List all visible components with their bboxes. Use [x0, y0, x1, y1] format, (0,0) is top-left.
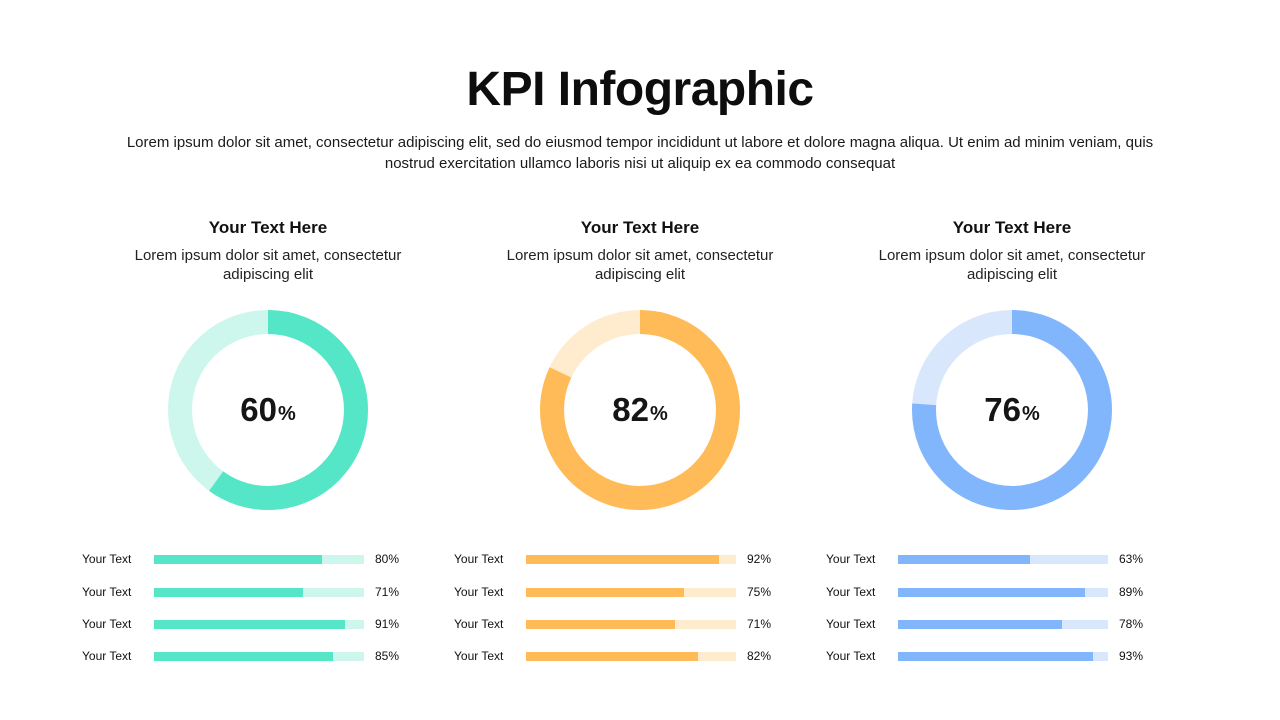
bar-row: Your Text 92%	[454, 550, 826, 570]
bar-row: Your Text 71%	[82, 583, 454, 603]
donut-chart: 82%	[540, 310, 740, 510]
bar-value: 78%	[1119, 615, 1143, 633]
page-title: KPI Infographic	[0, 62, 1280, 117]
donut-value-number: 60	[240, 391, 277, 429]
donut-value-sign: %	[650, 403, 668, 426]
bar-row: Your Text 63%	[826, 550, 1198, 570]
bar-value: 91%	[375, 615, 399, 633]
bar-row: Your Text 89%	[826, 583, 1198, 603]
bar-value: 63%	[1119, 550, 1143, 568]
bar-label: Your Text	[826, 647, 875, 665]
donut-value: 82%	[540, 310, 740, 510]
bar-label: Your Text	[826, 615, 875, 633]
bar-fill	[898, 588, 1085, 597]
bar-track	[526, 620, 736, 629]
bar-fill	[154, 620, 345, 629]
kpi-heading: Your Text Here	[82, 218, 454, 238]
kpi-description: Lorem ipsum dolor sit amet, consectetur …	[122, 246, 414, 284]
bar-fill	[898, 652, 1093, 661]
bar-label: Your Text	[82, 647, 131, 665]
bar-value: 71%	[375, 583, 399, 601]
donut-value-sign: %	[1022, 403, 1040, 426]
bar-value: 80%	[375, 550, 399, 568]
kpi-heading: Your Text Here	[826, 218, 1198, 238]
bar-row: Your Text 91%	[82, 615, 454, 635]
bar-row: Your Text 78%	[826, 615, 1198, 635]
bar-fill	[526, 620, 675, 629]
bar-row: Your Text 82%	[454, 647, 826, 667]
donut-chart: 76%	[912, 310, 1112, 510]
kpi-column-3: Your Text Here Lorem ipsum dolor sit ame…	[826, 216, 1198, 696]
donut-value-number: 76	[984, 391, 1021, 429]
kpi-column-2: Your Text Here Lorem ipsum dolor sit ame…	[454, 216, 826, 696]
bar-track	[154, 588, 364, 597]
bar-track	[898, 588, 1108, 597]
bar-track	[898, 555, 1108, 564]
bar-row: Your Text 80%	[82, 550, 454, 570]
kpi-heading: Your Text Here	[454, 218, 826, 238]
bar-label: Your Text	[826, 550, 875, 568]
bar-track	[526, 588, 736, 597]
bar-label: Your Text	[454, 583, 503, 601]
bar-fill	[898, 555, 1030, 564]
donut-value-sign: %	[278, 403, 296, 426]
bar-track	[154, 620, 364, 629]
bar-label: Your Text	[82, 583, 131, 601]
kpi-description: Lorem ipsum dolor sit amet, consectetur …	[494, 246, 786, 284]
bar-value: 82%	[747, 647, 771, 665]
bar-fill	[526, 588, 684, 597]
bar-row: Your Text 93%	[826, 647, 1198, 667]
bar-label: Your Text	[454, 647, 503, 665]
page-subtitle: Lorem ipsum dolor sit amet, consectetur …	[110, 132, 1170, 174]
bar-fill	[154, 588, 303, 597]
kpi-column-1: Your Text Here Lorem ipsum dolor sit ame…	[82, 216, 454, 696]
donut-value: 76%	[912, 310, 1112, 510]
bar-label: Your Text	[826, 583, 875, 601]
bar-fill	[526, 652, 698, 661]
bar-track	[898, 652, 1108, 661]
bar-label: Your Text	[454, 615, 503, 633]
donut-value-number: 82	[612, 391, 649, 429]
bar-value: 85%	[375, 647, 399, 665]
bar-track	[898, 620, 1108, 629]
bar-track	[526, 555, 736, 564]
bar-fill	[526, 555, 719, 564]
bar-value: 89%	[1119, 583, 1143, 601]
bar-fill	[898, 620, 1062, 629]
bar-fill	[154, 652, 333, 661]
bar-row: Your Text 75%	[454, 583, 826, 603]
bar-value: 75%	[747, 583, 771, 601]
bar-value: 92%	[747, 550, 771, 568]
bar-label: Your Text	[454, 550, 503, 568]
bar-track	[154, 555, 364, 564]
donut-chart: 60%	[168, 310, 368, 510]
bar-value: 71%	[747, 615, 771, 633]
bar-value: 93%	[1119, 647, 1143, 665]
kpi-description: Lorem ipsum dolor sit amet, consectetur …	[866, 246, 1158, 284]
bar-row: Your Text 71%	[454, 615, 826, 635]
bar-track	[154, 652, 364, 661]
bar-track	[526, 652, 736, 661]
bar-row: Your Text 85%	[82, 647, 454, 667]
bar-fill	[154, 555, 322, 564]
donut-value: 60%	[168, 310, 368, 510]
bar-label: Your Text	[82, 550, 131, 568]
bar-label: Your Text	[82, 615, 131, 633]
